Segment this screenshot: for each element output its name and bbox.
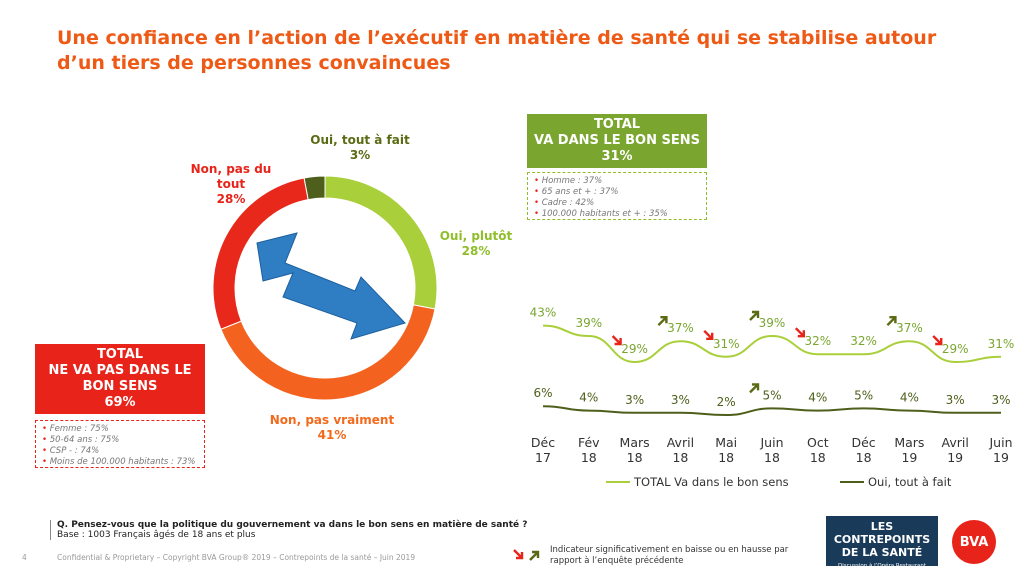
bva-logo: BVA bbox=[952, 520, 996, 564]
data-label-s0-0: 43% bbox=[530, 306, 557, 320]
x-tick-label-2: Mars bbox=[620, 435, 650, 450]
legend-label-0: TOTAL Va dans le bon sens bbox=[633, 475, 789, 489]
arrow-down-icon-6 bbox=[932, 335, 943, 346]
x-tick-label-year-4: 18 bbox=[718, 450, 734, 465]
arrow-up-icon-7 bbox=[749, 383, 760, 394]
donut-slice-name-non-pas-du-tout: Non, pas du tout bbox=[0, 0, 1, 1]
data-label-s1-9: 3% bbox=[946, 393, 965, 407]
arrow-down-icon-4 bbox=[794, 327, 805, 338]
data-label-s0-2: 29% bbox=[621, 342, 648, 356]
data-label-s0-5: 39% bbox=[759, 316, 786, 330]
list-item: 100.000 habitants et + : 35% bbox=[534, 209, 700, 220]
total-green-heading1: TOTAL bbox=[593, 117, 641, 132]
arrow-up-icon-5 bbox=[886, 316, 897, 327]
total-green-bullets: Homme : 37% 65 ans et + : 37% Cadre : 42… bbox=[527, 172, 707, 220]
list-item: CSP - : 74% bbox=[42, 446, 198, 457]
total-red-heading3: BON SENS bbox=[82, 379, 158, 394]
label-non-pas-du-tout: Non, pas du tout 28% bbox=[190, 162, 272, 206]
data-label-s0-1: 39% bbox=[575, 316, 602, 330]
data-label-s1-7: 5% bbox=[854, 388, 873, 402]
data-label-s1-1: 4% bbox=[579, 391, 598, 405]
label-non-pas-vraiment: Non, pas vraiment 41% bbox=[269, 413, 395, 442]
trend-down-arrow-icon bbox=[256, 232, 406, 340]
arrow-up-icon-1 bbox=[657, 316, 668, 327]
list-item: 65 ans et + : 37% bbox=[534, 187, 700, 198]
series-line-1 bbox=[542, 405, 1001, 417]
x-tick-label-year-0: 17 bbox=[535, 450, 551, 465]
total-green-value: 31% bbox=[601, 149, 633, 164]
x-tick-label-9: Avril bbox=[942, 435, 969, 450]
data-label-s1-0: 6% bbox=[533, 386, 552, 400]
x-tick-label-5: Juin bbox=[759, 435, 783, 450]
list-item: Femme : 75% bbox=[42, 424, 198, 435]
x-tick-label-7: Déc bbox=[851, 435, 875, 450]
data-label-s1-3: 3% bbox=[671, 393, 690, 407]
page-title: Une confiance en l’action de l’exécutif … bbox=[57, 27, 937, 74]
data-label-s1-2: 3% bbox=[625, 393, 644, 407]
trend-line-chart: 43% 39% 29% 37% 31% 39% 32% 32% 37% 29% 31% 6% 4% 3% 3… bbox=[530, 306, 1015, 489]
x-tick-label-year-10: 19 bbox=[993, 450, 1009, 465]
data-label-s0-3: 37% bbox=[667, 321, 694, 335]
data-label-s0-9: 29% bbox=[942, 342, 969, 356]
x-tick-label-4: Mai bbox=[715, 435, 737, 450]
data-label-s1-8: 4% bbox=[900, 391, 919, 405]
list-item: Cadre : 42% bbox=[534, 198, 700, 209]
total-red-value: 69% bbox=[104, 395, 136, 410]
total-red-bullets: Femme : 75% 50-64 ans : 75% CSP - : 74% … bbox=[35, 420, 205, 468]
data-label-s1-5: 5% bbox=[762, 388, 781, 402]
page-number: 4 bbox=[22, 553, 27, 562]
legend-label-1: Oui, tout à fait bbox=[868, 475, 952, 489]
indicator-legend-text: Indicateur significativement en baisse o… bbox=[550, 545, 789, 566]
data-label-s1-6: 4% bbox=[808, 391, 827, 405]
x-tick-label-year-2: 18 bbox=[627, 450, 643, 465]
question-block: Q. Pensez-vous que la politique du gouve… bbox=[50, 520, 527, 540]
x-tick-label-year-3: 18 bbox=[672, 450, 688, 465]
x-tick-label-10: Juin bbox=[988, 435, 1012, 450]
total-red-heading1: TOTAL bbox=[96, 347, 144, 362]
total-red-heading2: NE VA PAS DANS LE bbox=[48, 363, 192, 378]
data-label-s0-7: 32% bbox=[850, 334, 877, 348]
total-green-box: TOTAL VA DANS LE BON SENS 31% bbox=[527, 114, 707, 168]
x-tick-label-0: Déc bbox=[531, 435, 555, 450]
total-red-box: TOTAL NE VA PAS DANS LE BON SENS 69% bbox=[35, 344, 205, 414]
data-label-s0-4: 31% bbox=[713, 337, 740, 351]
data-label-s0-10: 31% bbox=[988, 337, 1015, 351]
label-oui-tout-a-fait: Oui, tout à fait 3% bbox=[310, 133, 410, 162]
donut-chart bbox=[212, 175, 438, 401]
arrow-down-icon-2 bbox=[703, 329, 714, 340]
total-green-heading2: VA DANS LE BON SENS bbox=[534, 133, 700, 148]
footer-copyright: Confidential & Proprietary – Copyright B… bbox=[57, 553, 416, 562]
indicator-arrows-icon bbox=[513, 549, 540, 561]
data-label-s0-8: 37% bbox=[896, 321, 923, 335]
x-tick-label-1: Fév bbox=[578, 435, 600, 450]
list-item: Moins de 100.000 habitants : 73% bbox=[42, 457, 198, 468]
x-tick-label-3: Avril bbox=[667, 435, 694, 450]
base-text: Base : 1003 Français âgés de 18 ans et p… bbox=[57, 530, 256, 540]
donut-slice-3 bbox=[212, 177, 309, 330]
x-tick-label-year-9: 19 bbox=[947, 450, 963, 465]
x-tick-label-year-1: 18 bbox=[581, 450, 597, 465]
x-tick-label-year-8: 19 bbox=[901, 450, 917, 465]
list-item: Homme : 37% bbox=[534, 176, 700, 187]
data-label-s1-4: 2% bbox=[717, 395, 736, 409]
data-label-s0-6: 32% bbox=[804, 334, 831, 348]
x-tick-label-year-7: 18 bbox=[856, 450, 872, 465]
arrow-down-icon-0 bbox=[611, 335, 622, 346]
x-tick-label-year-5: 18 bbox=[764, 450, 780, 465]
x-tick-label-6: Oct bbox=[807, 435, 829, 450]
label-oui-plutot: Oui, plutôt 28% bbox=[439, 229, 513, 258]
data-label-s1-10: 3% bbox=[991, 393, 1010, 407]
series-line-0 bbox=[542, 324, 1002, 364]
list-item: 50-64 ans : 75% bbox=[42, 435, 198, 446]
arrow-up-icon-3 bbox=[749, 310, 760, 321]
donut-slice-2 bbox=[220, 304, 436, 401]
contrepoints-logo: LES CONTREPOINTS DE LA SANTÉ Discussion … bbox=[826, 516, 938, 569]
question-text: Q. Pensez-vous que la politique du gouve… bbox=[57, 520, 528, 530]
x-tick-label-8: Mars bbox=[894, 435, 924, 450]
x-tick-label-year-6: 18 bbox=[810, 450, 826, 465]
